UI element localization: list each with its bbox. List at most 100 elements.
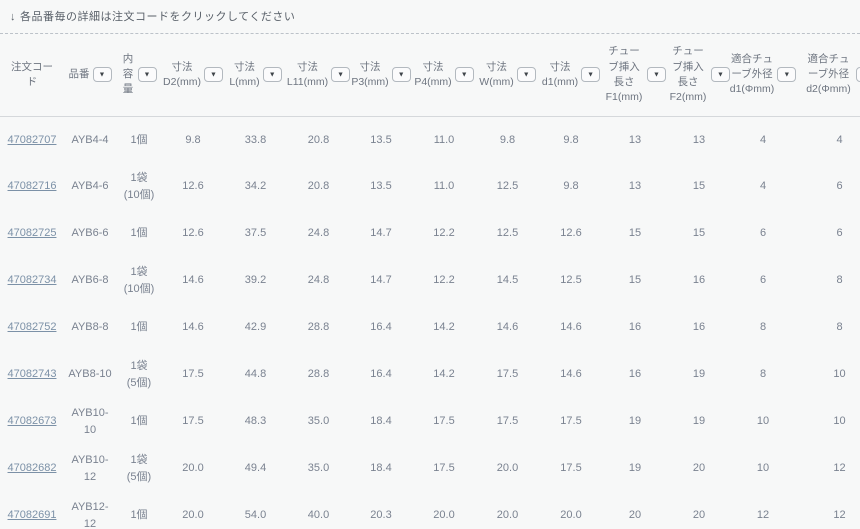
table-cell: 16 [628, 368, 642, 381]
table-row: 47082691 AYB12-12 1個 20.0 54.0 40.0 20.3 20.0 20… [0, 492, 860, 529]
table-cell: 14.5 [496, 274, 519, 287]
table-cell: 17.5 [182, 415, 204, 428]
filter-dropdown-button[interactable]: ▼ [203, 67, 223, 83]
table-cell: 12 [833, 462, 846, 475]
table-cell: 13.5 [370, 180, 392, 193]
table-cell: AYB12-12 [71, 501, 109, 529]
table-cell: 12 [833, 509, 846, 522]
table-body: 47082707 AYB4-4 1個 9.8 33.8 20.8 13.5 11.0 9.8 9.… [0, 116, 860, 529]
table-cell: 14.2 [433, 368, 455, 381]
column-label: 適合チューブ外径 d1(Φmm) [729, 52, 775, 96]
chevron-down-icon: ▼ [98, 71, 106, 79]
filter-dropdown-button[interactable]: ▼ [331, 67, 351, 83]
table-cell: 17.5 [433, 415, 455, 428]
order-code-cell: 47082752 [0, 304, 64, 351]
column-label: 寸法 D2(mm) [163, 60, 201, 88]
column-label: 寸法 L11(mm) [286, 60, 329, 88]
table-cell: 17.5 [560, 415, 582, 428]
order-code-link[interactable]: 47082734 [7, 274, 57, 287]
table-cell: AYB4-4 [71, 133, 109, 146]
table-cell: 35.0 [307, 415, 330, 428]
column-header-dim-p4: 寸法 P4(mm) ▼ [412, 34, 476, 117]
table-cell: 39.2 [244, 274, 267, 287]
order-code-link[interactable]: 47082725 [7, 227, 57, 240]
filter-dropdown-button[interactable]: ▼ [454, 67, 474, 83]
column-label: チューブ挿入長さ F2(mm) [669, 45, 707, 103]
column-header-tube-insert-f2: チューブ挿入長さ F2(mm) ▼ [667, 34, 731, 117]
table-cell: 20.0 [433, 509, 455, 522]
filter-dropdown-button[interactable]: ▼ [137, 67, 157, 83]
order-code-link[interactable]: 47082743 [7, 368, 57, 381]
table-cell: 9.8 [499, 133, 516, 146]
order-code-link[interactable]: 47082682 [7, 462, 57, 475]
table-cell: 20.0 [560, 509, 582, 522]
table-cell: 12.6 [182, 180, 204, 193]
table-cell: 12.6 [182, 227, 204, 240]
column-header-quantity: 内容量 ▼ [116, 34, 162, 117]
table-cell: 4 [759, 180, 767, 193]
order-code-link[interactable]: 47082673 [7, 415, 57, 428]
table-cell: 6 [836, 227, 843, 240]
filter-dropdown-button[interactable]: ▼ [391, 67, 411, 83]
column-label: 内容量 [122, 52, 134, 96]
column-header-part-number: 品番 ▼ [64, 34, 116, 117]
table-cell: 28.8 [307, 321, 330, 334]
table-cell: AYB8-10 [68, 368, 112, 381]
table-cell: 17.5 [496, 415, 519, 428]
column-header-order-code: 注文コード [0, 34, 64, 117]
table-cell: 20.8 [307, 133, 330, 146]
table-row: 47082716 AYB4-6 1袋 (10個) 12.6 34.2 20.8 13.5 11… [0, 163, 860, 210]
table-cell: 12.6 [560, 227, 582, 240]
table-cell: 10 [833, 368, 846, 381]
note-text: 各品番毎の詳細は注文コードをクリックしてください [20, 11, 296, 23]
filter-dropdown-button[interactable]: ▼ [777, 67, 797, 83]
table-cell: 28.8 [307, 368, 330, 381]
table-cell: 20.8 [307, 180, 330, 193]
product-spec-table: 注文コード 品番 ▼ 内容量 ▼ 寸法 D2(mm) ▼ 寸法 L(mm) ▼ 寸法 L11(mm… [0, 34, 860, 529]
order-code-link[interactable]: 47082707 [7, 133, 57, 146]
column-label: 寸法 L(mm) [229, 60, 260, 88]
table-row: 47082707 AYB4-4 1個 9.8 33.8 20.8 13.5 11.0 9.8 9.… [0, 116, 860, 163]
table-cell: 14.6 [182, 321, 204, 334]
table-cell: AYB10-10 [71, 407, 109, 436]
filter-dropdown-button[interactable]: ▼ [581, 67, 601, 83]
filter-dropdown-button[interactable]: ▼ [711, 67, 730, 83]
order-code-link[interactable]: 47082691 [7, 509, 57, 522]
down-arrow-icon: ↓ [10, 11, 16, 23]
filter-dropdown-button[interactable]: ▼ [516, 67, 536, 83]
table-cell: 14.6 [182, 274, 204, 287]
table-cell: 19 [628, 415, 642, 428]
table-cell: 13.5 [370, 133, 392, 146]
table-cell: 8 [836, 321, 843, 334]
filter-dropdown-button[interactable]: ▼ [855, 67, 860, 83]
column-header-tube-insert-f1: チューブ挿入長さ F1(mm) ▼ [603, 34, 667, 117]
order-code-link[interactable]: 47082716 [7, 180, 57, 193]
table-cell: 1個 [130, 321, 148, 334]
table-viewport: 注文コード 品番 ▼ 内容量 ▼ 寸法 D2(mm) ▼ 寸法 L(mm) ▼ 寸法 L11(mm… [0, 34, 860, 529]
table-cell: 1袋 (10個) [123, 266, 155, 295]
table-cell: AYB4-6 [71, 180, 109, 193]
table-cell: 6 [759, 227, 767, 240]
column-header-dim-l11: 寸法 L11(mm) ▼ [286, 34, 351, 117]
table-row: 47082725 AYB6-6 1個 12.6 37.5 24.8 14.7 12.2 12.5… [0, 210, 860, 257]
order-code-link[interactable]: 47082752 [7, 321, 57, 334]
chevron-down-icon: ▼ [653, 71, 660, 79]
filter-dropdown-button[interactable]: ▼ [262, 67, 282, 83]
table-cell: 1個 [130, 133, 148, 146]
column-label: 寸法 W(mm) [479, 60, 514, 88]
order-code-cell: 47082673 [0, 398, 64, 445]
chevron-down-icon: ▼ [209, 71, 217, 79]
table-header-row: 注文コード 品番 ▼ 内容量 ▼ 寸法 D2(mm) ▼ 寸法 L(mm) ▼ 寸法 L11(mm… [0, 34, 860, 117]
order-code-cell: 47082691 [0, 492, 64, 529]
table-cell: 12 [756, 509, 770, 522]
table-cell: 15 [628, 274, 642, 287]
column-label: 寸法 P4(mm) [414, 60, 452, 88]
table-cell: 11.0 [433, 133, 455, 146]
table-cell: 34.2 [244, 180, 267, 193]
filter-dropdown-button[interactable]: ▼ [647, 67, 666, 83]
filter-dropdown-button[interactable]: ▼ [92, 67, 112, 83]
table-cell: 18.4 [370, 415, 392, 428]
table-cell: 9.8 [563, 133, 579, 146]
table-cell: 17.5 [496, 368, 519, 381]
table-cell: 16.4 [370, 368, 392, 381]
